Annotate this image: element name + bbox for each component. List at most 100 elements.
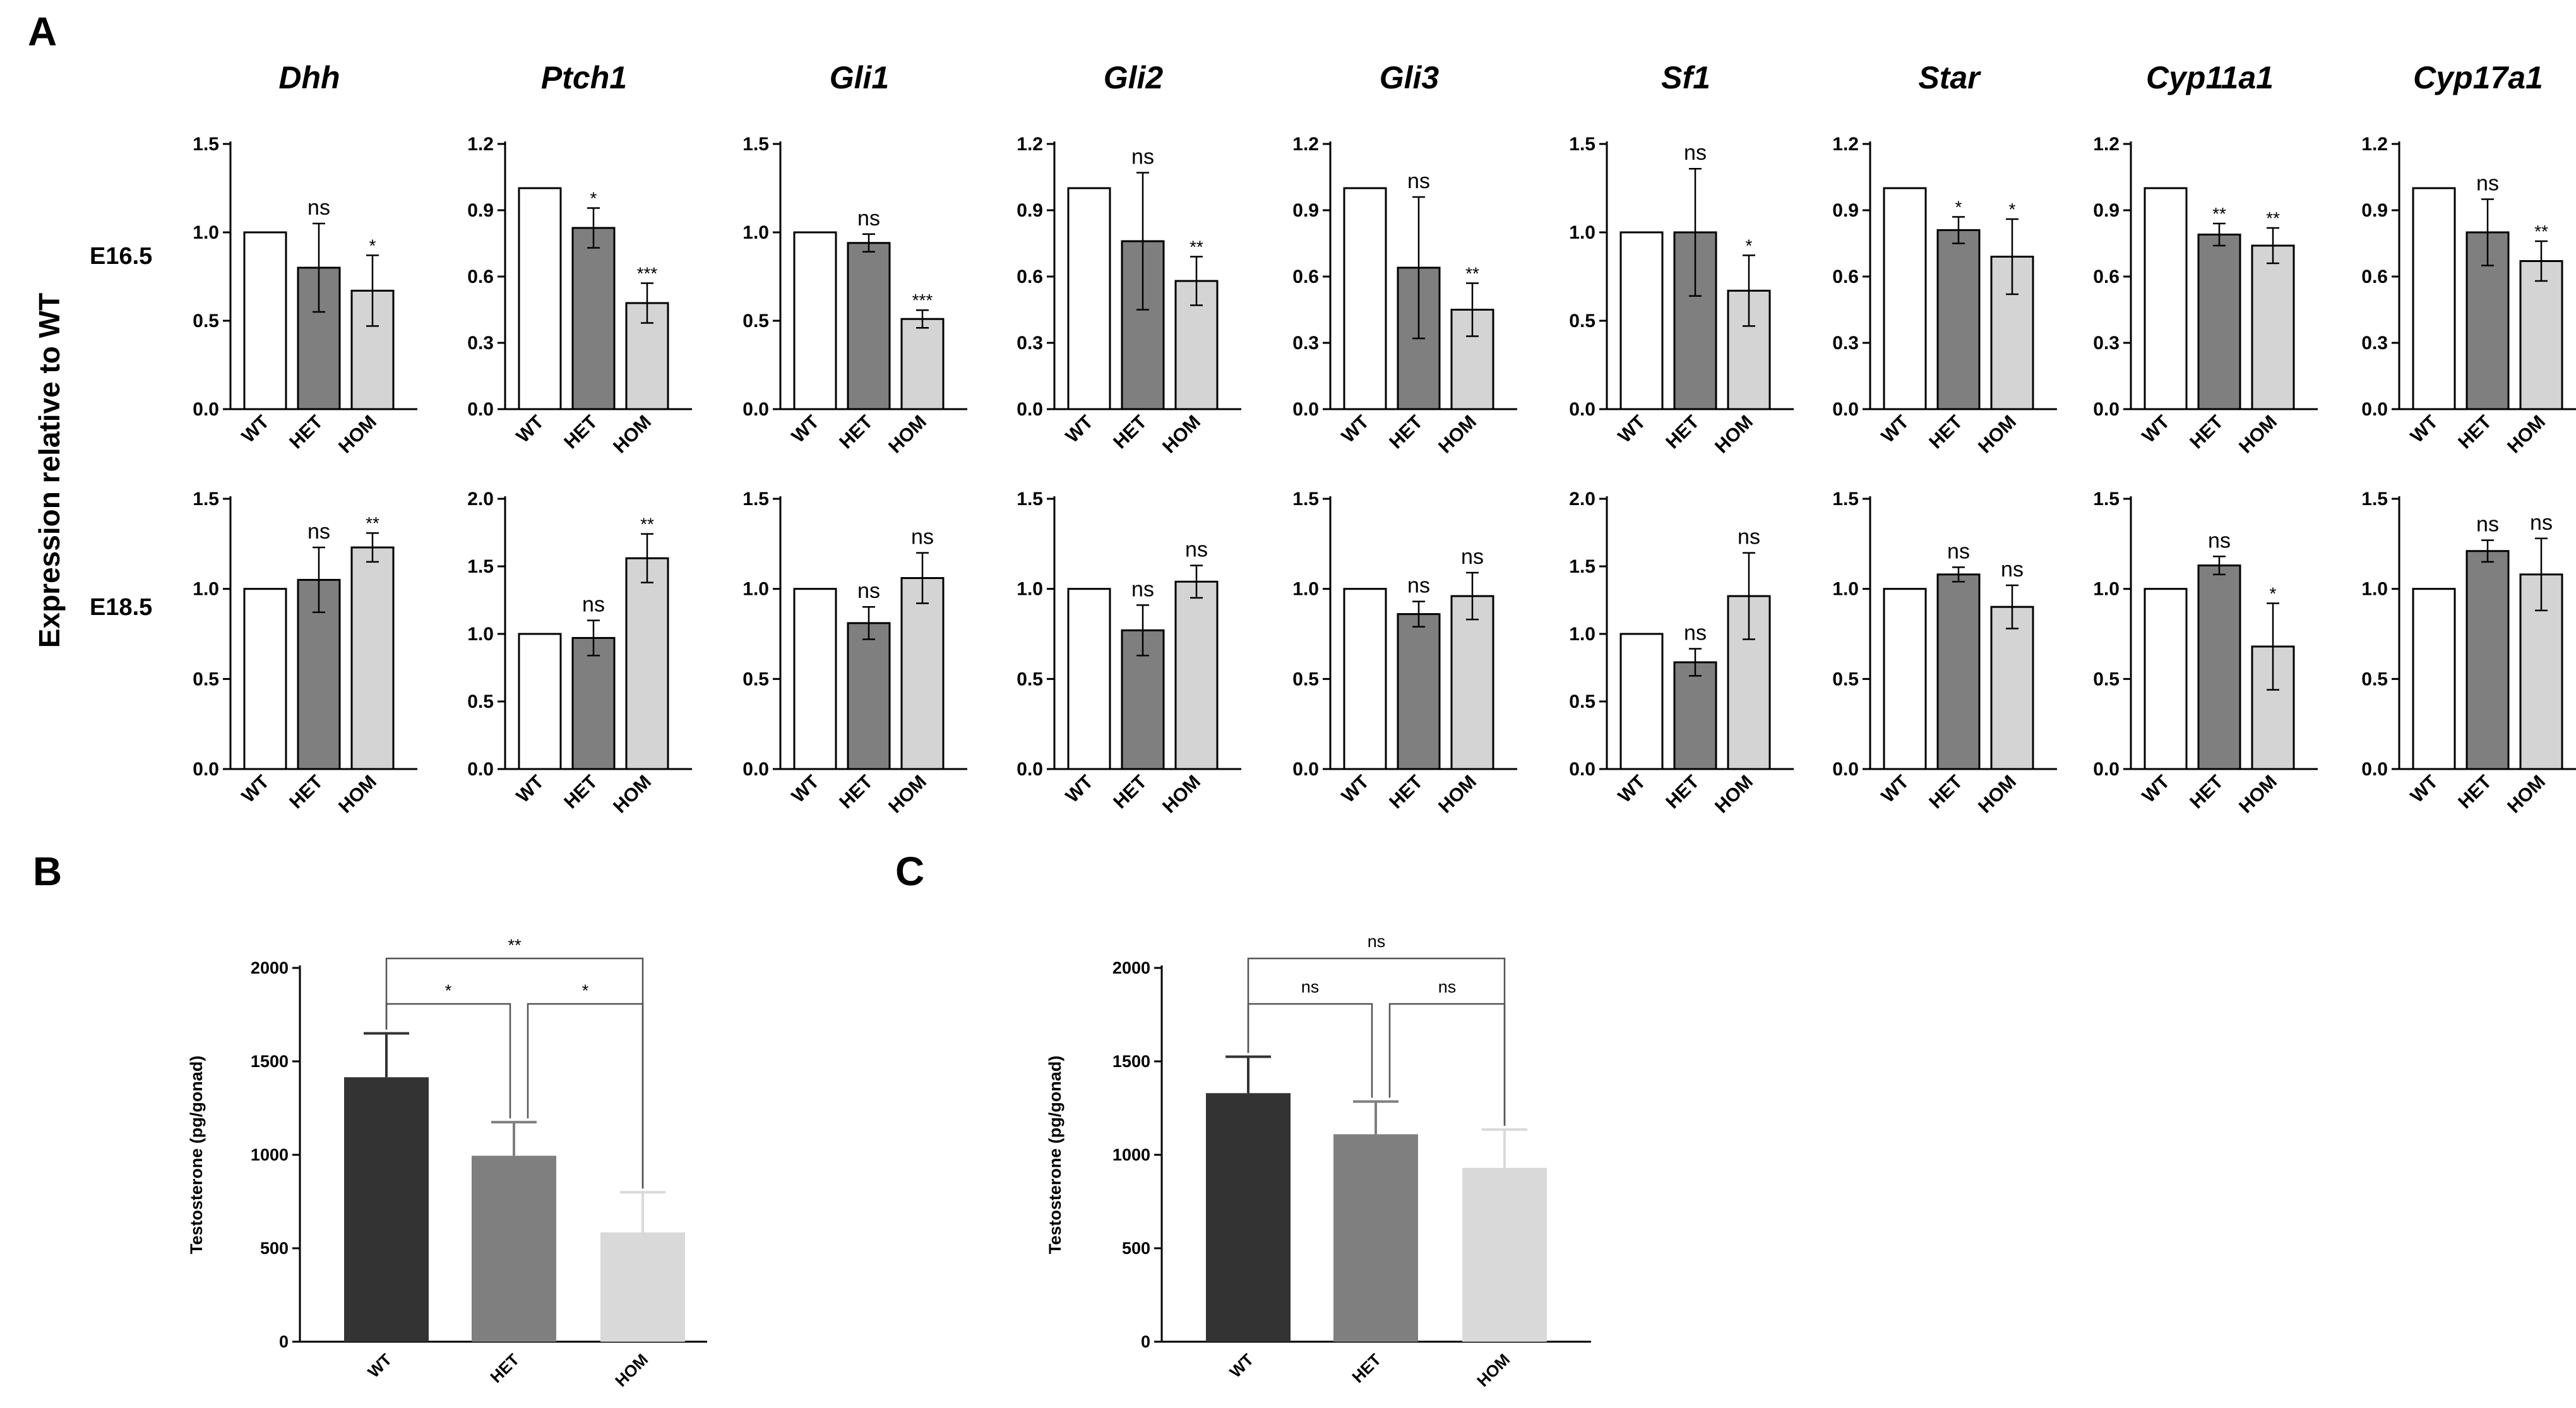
x-tick-label-star-e16-5-wt: WT	[1878, 412, 1913, 447]
significance-cyp11a1-e16-5-hom: **	[2266, 208, 2280, 228]
x-tick-label-cyp11a1-e18-5-wt: WT	[2138, 772, 2174, 807]
bar-ptch1-e18-5-wt	[518, 633, 562, 770]
bar-gli1-e16-5-het	[847, 242, 891, 410]
panel-c-bar-het	[1333, 1134, 1418, 1342]
y-tick-label-cyp11a1-e16-5-4: 1.2	[2093, 134, 2120, 155]
y-tick-label-cyp17a1-e18-5-1: 0.5	[2361, 669, 2388, 689]
significance-dhh-e16-5-hom: *	[369, 236, 376, 255]
charts-layer: Dhh 0.0 0.5 1.0 1.5 WT ns HET * HOM Ptch1 0.0 0.3 0.6…	[187, 60, 2576, 1390]
bar-cyp11a1-e18-5-wt	[2144, 588, 2188, 770]
y-tick-label-sf1-e18-5-3: 1.5	[1569, 556, 1595, 577]
x-tick-label-star-e18-5-het: HET	[1925, 772, 1967, 813]
bar-sf1-e16-5-wt	[1619, 231, 1664, 410]
bar-dhh-e16-5-wt	[243, 231, 287, 410]
y-tick-label-gli3-e18-5-2: 1.0	[1292, 579, 1319, 600]
panel-b-x-tick-label-hom: HOM	[611, 1350, 652, 1390]
bar-star-e18-5-hom	[1990, 606, 2034, 770]
x-tick-label-star-e16-5-hom: HOM	[1974, 412, 2020, 458]
panel-b-y-tick-label-0: 0	[279, 1332, 289, 1351]
bar-ptch1-e18-5-hom	[625, 557, 669, 770]
bar-sf1-e16-5-hom	[1727, 289, 1771, 410]
y-tick-label-star-e18-5-1: 0.5	[1832, 669, 1859, 689]
significance-sf1-e18-5-hom: ns	[1738, 525, 1760, 549]
y-tick-label-ptch1-e16-5-1: 0.3	[467, 333, 494, 354]
x-tick-label-star-e18-5-wt: WT	[1878, 772, 1913, 807]
y-tick-label-cyp17a1-e16-5-0: 0.0	[2361, 399, 2388, 420]
y-tick-label-gli2-e16-5-2: 0.6	[1017, 266, 1043, 287]
panel-b-x-tick-label-wt: WT	[364, 1350, 395, 1381]
x-tick-label-gli3-e18-5-het: HET	[1385, 772, 1427, 813]
panel-b-y-axis-label: Testosterone (pg/gonad)	[187, 1056, 206, 1255]
panel-b-bar-het	[472, 1155, 556, 1342]
gene-title-ptch1: Ptch1	[541, 60, 627, 95]
y-tick-label-gli3-e16-5-3: 0.9	[1292, 200, 1319, 221]
bar-gli3-e16-5-wt	[1343, 187, 1387, 410]
y-tick-label-cyp11a1-e18-5-2: 1.0	[2093, 579, 2120, 600]
x-tick-label-ptch1-e18-5-wt: WT	[513, 772, 548, 807]
significance-gli3-e18-5-hom: ns	[1461, 545, 1484, 569]
significance-dhh-e18-5-hom: **	[366, 513, 379, 533]
y-tick-label-gli3-e18-5-0: 0.0	[1292, 759, 1319, 780]
bar-gli1-e18-5-het	[847, 622, 891, 770]
gene-title-cyp11a1: Cyp11a1	[2146, 60, 2274, 95]
y-tick-label-gli2-e16-5-3: 0.9	[1017, 200, 1043, 221]
y-tick-label-cyp17a1-e16-5-2: 0.6	[2361, 266, 2388, 287]
y-tick-label-gli3-e18-5-1: 0.5	[1292, 669, 1319, 689]
y-tick-label-sf1-e18-5-2: 1.0	[1569, 624, 1595, 645]
panel-b-y-tick-label-3: 1500	[251, 1052, 289, 1071]
bar-gli1-e18-5-wt	[793, 588, 837, 770]
x-tick-label-dhh-e18-5-wt: WT	[238, 772, 273, 807]
y-tick-label-sf1-e18-5-0: 0.0	[1569, 759, 1595, 780]
panel-c-bracket-wt-het-label: ns	[1301, 977, 1320, 996]
bar-ptch1-e16-5-wt	[518, 187, 562, 410]
significance-cyp17a1-e18-5-het: ns	[2476, 513, 2499, 537]
x-tick-label-dhh-e18-5-het: HET	[285, 772, 327, 813]
panel-label-a: A	[28, 9, 57, 54]
panel-c-bracket-het-hom-label: ns	[1438, 977, 1457, 996]
y-tick-label-cyp17a1-e16-5-4: 1.2	[2361, 134, 2388, 155]
y-tick-label-cyp11a1-e18-5-1: 0.5	[2093, 669, 2120, 689]
x-tick-label-gli3-e18-5-hom: HOM	[1434, 772, 1481, 818]
x-tick-label-gli3-e18-5-wt: WT	[1338, 772, 1373, 807]
y-tick-label-ptch1-e18-5-2: 1.0	[467, 624, 494, 645]
x-tick-label-ptch1-e16-5-het: HET	[560, 412, 602, 453]
x-tick-label-ptch1-e16-5-wt: WT	[513, 412, 548, 447]
chart-panel-c: Testosterone (pg/gonad) 0 500 1000 1500 2000 W…	[1046, 932, 1591, 1390]
y-tick-label-cyp17a1-e18-5-3: 1.5	[2361, 489, 2388, 510]
y-tick-label-gli2-e18-5-3: 1.5	[1017, 489, 1043, 510]
y-tick-label-cyp11a1-e16-5-2: 0.6	[2093, 266, 2120, 287]
bar-gli1-e16-5-wt	[793, 231, 837, 410]
y-tick-label-gli2-e18-5-2: 1.0	[1017, 579, 1043, 600]
significance-cyp11a1-e18-5-het: ns	[2208, 528, 2231, 552]
x-tick-label-gli2-e18-5-wt: WT	[1062, 772, 1097, 807]
y-tick-label-star-e18-5-3: 1.5	[1832, 489, 1859, 510]
x-tick-label-sf1-e18-5-wt: WT	[1614, 772, 1650, 807]
panel-b-bar-wt	[344, 1077, 429, 1342]
x-tick-label-cyp17a1-e16-5-hom: HOM	[2503, 412, 2549, 458]
panel-b-bracket-wt-het	[385, 1003, 511, 1119]
y-tick-label-gli2-e16-5-0: 0.0	[1017, 399, 1043, 420]
y-tick-label-gli3-e18-5-3: 1.5	[1292, 489, 1319, 510]
x-tick-label-cyp17a1-e18-5-wt: WT	[2407, 772, 2442, 807]
y-tick-label-sf1-e18-5-1: 0.5	[1569, 691, 1595, 712]
gene-title-star: Star	[1918, 60, 1981, 95]
panel-c-x-tick-label-het: HET	[1348, 1350, 1385, 1387]
x-tick-label-gli2-e18-5-hom: HOM	[1159, 772, 1205, 818]
x-tick-label-gli1-e16-5-hom: HOM	[885, 412, 931, 458]
bar-cyp11a1-e16-5-het	[2197, 234, 2241, 410]
gene-title-dhh: Dhh	[278, 60, 340, 95]
x-tick-label-dhh-e16-5-het: HET	[285, 412, 327, 453]
x-tick-label-sf1-e16-5-het: HET	[1662, 412, 1703, 453]
bar-cyp17a1-e16-5-wt	[2412, 187, 2456, 410]
bar-cyp11a1-e16-5-hom	[2251, 244, 2295, 410]
chart-cyp17a1-e16-5: Cyp17a1 0.0 0.3 0.6 0.9 1.2 WT ns HET ** HOM	[2361, 60, 2576, 457]
y-tick-label-ptch1-e16-5-0: 0.0	[467, 399, 494, 420]
y-tick-label-gli1-e16-5-2: 1.0	[742, 222, 769, 243]
bar-ptch1-e16-5-hom	[625, 302, 669, 410]
row-label-e16-5: E16.5	[90, 243, 152, 270]
x-tick-label-gli2-e16-5-wt: WT	[1062, 412, 1097, 447]
panel-b-bracket-het-hom	[527, 1003, 644, 1189]
chart-gli3-e18-5: 0.0 0.5 1.0 1.5 WT ns HET ns HOM	[1292, 489, 1517, 817]
bar-sf1-e18-5-wt	[1619, 633, 1664, 770]
chart-star-e16-5: Star 0.0 0.3 0.6 0.9 1.2 WT * HET * HOM	[1832, 60, 2057, 457]
